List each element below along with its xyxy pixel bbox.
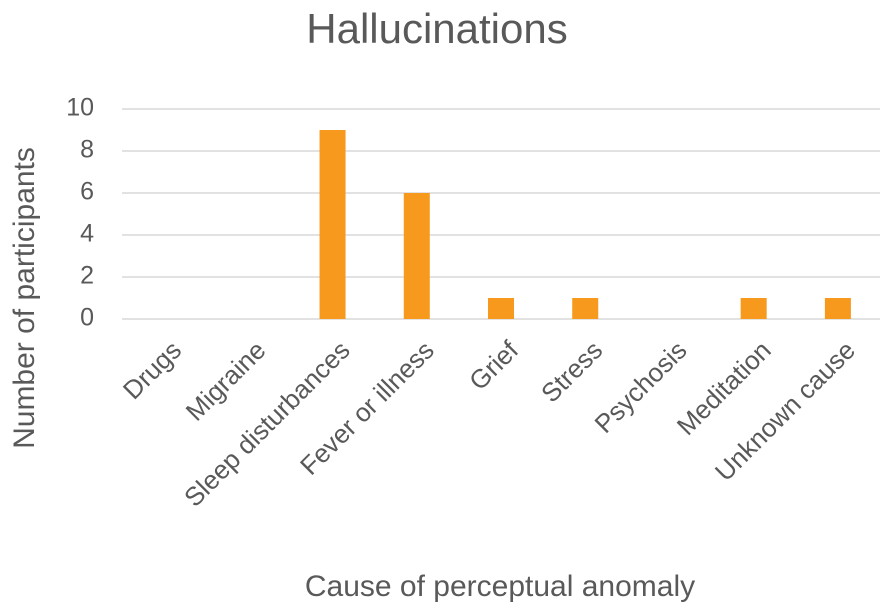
x-tick-label: Grief: [463, 334, 525, 396]
y-tick-label: 2: [80, 262, 94, 290]
bar: [488, 298, 514, 319]
x-tick-label: Drugs: [117, 335, 187, 405]
y-axis-label: Number of participants: [8, 147, 41, 449]
bar: [572, 298, 599, 319]
chart-title: Hallucinations: [306, 5, 567, 52]
x-axis-label: Cause of perceptual anomaly: [305, 570, 695, 603]
bar: [403, 193, 430, 319]
y-tick-label: 0: [80, 304, 94, 332]
x-tick-label: Stress: [535, 335, 608, 408]
bar: [740, 298, 767, 319]
bar: [824, 298, 851, 319]
y-tick-label: 10: [66, 94, 94, 122]
y-tick-label: 8: [80, 136, 94, 164]
y-tick-label: 4: [80, 220, 94, 248]
bar: [319, 130, 346, 319]
y-tick-label: 6: [80, 178, 94, 206]
